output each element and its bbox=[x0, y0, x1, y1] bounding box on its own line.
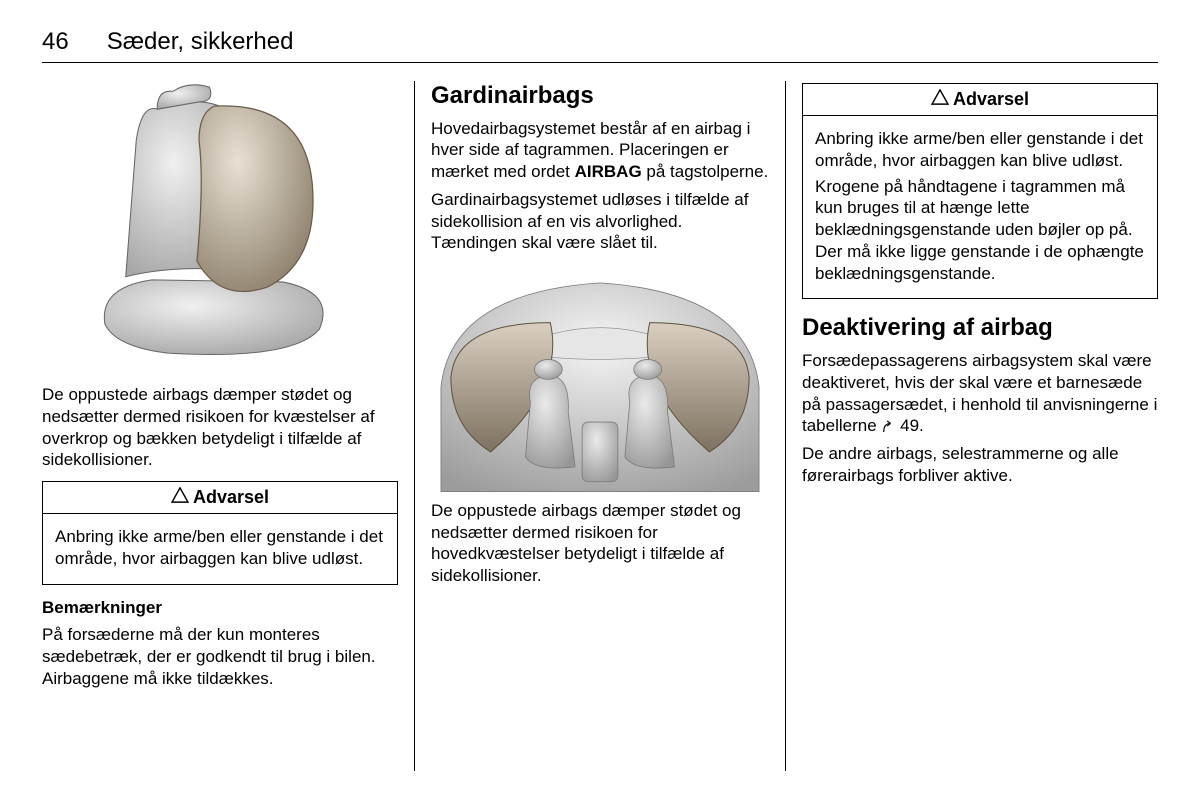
warning-title-col3: Advarsel bbox=[803, 84, 1157, 116]
warning-p1: Anbring ikke arme/ben eller genstande i … bbox=[815, 128, 1145, 172]
notes-body: På forsæderne må der kun monteres sædebe… bbox=[42, 624, 398, 689]
col3-para1-a: Forsædepassagerens airbagsystem skal vær… bbox=[802, 351, 1157, 435]
figure-curtain-airbag bbox=[431, 268, 769, 492]
col3-para1: Forsædepassagerens airbagsystem skal vær… bbox=[802, 350, 1158, 437]
warning-body-col3: Anbring ikke arme/ben eller genstande i … bbox=[803, 116, 1157, 298]
notes-heading: Bemærkninger bbox=[42, 597, 398, 619]
col2-para1-b: på tagstolperne. bbox=[642, 162, 769, 181]
col2-para3: De oppustede airbags dæmper stødet og ne… bbox=[431, 500, 769, 587]
warning-body-col1: Anbring ikke arme/ben eller genstande i … bbox=[43, 514, 397, 584]
column-3: Advarsel Anbring ikke arme/ben eller gen… bbox=[786, 81, 1158, 771]
warning-title-col1: Advarsel bbox=[43, 482, 397, 514]
warning-label: Advarsel bbox=[193, 486, 269, 509]
col2-para2: Gardinairbagsystemet udløses i tilfælde … bbox=[431, 189, 769, 254]
section-deaktivering: Deaktivering af airbag bbox=[802, 313, 1158, 344]
page-ref-icon bbox=[881, 416, 895, 435]
col1-para1: De oppustede airbags dæmper stødet og ne… bbox=[42, 384, 398, 471]
warning-box-col1: Advarsel Anbring ikke arme/ben eller gen… bbox=[42, 481, 398, 585]
warning-box-col3: Advarsel Anbring ikke arme/ben eller gen… bbox=[802, 83, 1158, 299]
col2-para1-bold: AIRBAG bbox=[575, 162, 642, 181]
chapter-title: Sæder, sikkerhed bbox=[107, 28, 294, 56]
header-rule bbox=[42, 62, 1158, 63]
page-header: 46 Sæder, sikkerhed bbox=[42, 28, 1158, 56]
warning-label: Advarsel bbox=[953, 88, 1029, 111]
content-columns: De oppustede airbags dæmper stødet og ne… bbox=[42, 81, 1158, 771]
col3-para1-ref: 49. bbox=[900, 416, 924, 435]
warning-p2: Krogene på håndtagene i tagrammen må kun… bbox=[815, 176, 1145, 285]
figure-seat-side-airbag bbox=[42, 83, 398, 376]
warning-icon bbox=[931, 88, 949, 111]
column-2: Gardinairbags Hovedairbagsystemet består… bbox=[414, 81, 786, 771]
col2-para1: Hovedairbagsystemet består af en airbag … bbox=[431, 118, 769, 183]
column-1: De oppustede airbags dæmper stødet og ne… bbox=[42, 81, 414, 771]
warning-text: Anbring ikke arme/ben eller genstande i … bbox=[55, 526, 385, 570]
section-gardinairbags: Gardinairbags bbox=[431, 81, 769, 112]
col3-para2: De andre airbags, selestrammerne og alle… bbox=[802, 443, 1158, 487]
page-number: 46 bbox=[42, 28, 69, 56]
warning-icon bbox=[171, 486, 189, 509]
